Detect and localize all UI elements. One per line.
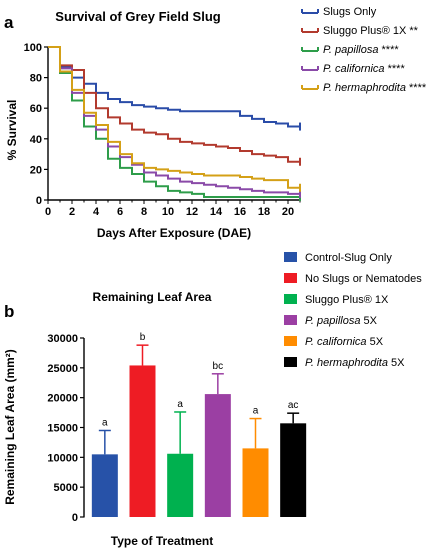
survival-legend-swatch-hermaphrodita [301,85,319,90]
survival-legend-swatch-papillosa [301,47,319,52]
survival-line-hermaphrodita [48,46,300,189]
leaf-y-tick-label: 25000 [47,363,78,375]
survival-legend-label-slugs_only: Slugs Only [323,6,377,18]
leaf-legend-swatch-bar_californica [284,336,297,346]
survival-legend-label-papillosa: P. papillosa **** [323,44,399,56]
leaf-legend-label-bar_papillosa: P. papillosa 5X [305,315,378,327]
leaf-bar-bar_noslug [129,365,156,517]
leaf-legend-swatch-bar_sluggo [284,294,297,304]
survival-y-tick-label: 20 [30,164,42,176]
leaf-bar-bar_sluggo [167,453,194,517]
survival-plot-area: 0 20 40 60 80 100 0 2 4 6 8 10 12 14 16 18 20 [24,42,301,218]
leaf-bar-bar_hermaphrodita [280,423,307,517]
leaf-legend: Control-Slug Only No Slugs or Nematodes Sl… [284,252,422,369]
leaf-legend-label-bar_control: Control-Slug Only [305,252,392,264]
survival-x-tick-label: 2 [69,206,75,218]
survival-y-tick-label: 40 [30,134,42,146]
leaf-legend-swatch-bar_papillosa [284,315,297,325]
survival-chart-title: Survival of Grey Field Slug [55,9,220,24]
survival-legend: Slugs Only Sluggo Plus® 1X ** P. papillosa… [301,6,427,94]
panel-b-label: b [4,302,14,321]
leaf-y-axis-label: Remaining Leaf Area (mm²) [3,349,17,505]
leaf-legend-label-bar_sluggo: Sluggo Plus® 1X [305,294,389,306]
leaf-significance-letter-bar_noslug: b [140,332,146,343]
survival-line-sluggo [48,46,300,163]
leaf-bar-bar_californica [242,448,269,517]
survival-x-tick-label: 18 [258,206,270,218]
survival-y-tick-label: 80 [30,73,42,85]
survival-x-axis-label: Days After Exposure (DAE) [97,226,251,240]
leaf-legend-label-bar_hermaphrodita: P. hermaphrodita 5X [305,357,405,369]
leaf-significance-letter-bar_papillosa: bc [213,361,224,372]
leaf-y-tick-label: 30000 [47,333,78,345]
leaf-y-tick-label: 15000 [47,423,78,435]
survival-legend-label-hermaphrodita: P. hermaphrodita **** [323,82,427,94]
survival-x-tick-label: 16 [234,206,246,218]
leaf-significance-letter-bar_sluggo: a [177,399,183,410]
survival-x-tick-label: 8 [141,206,147,218]
leaf-significance-letter-bar_hermaphrodita: ac [288,400,299,411]
survival-line-slugs_only [48,46,300,128]
leaf-x-axis-label: Type of Treatment [111,534,213,548]
leaf-significance-letter-bar_control: a [102,417,108,428]
survival-legend-swatch-californica [301,66,319,71]
survival-line-papillosa [48,46,300,198]
leaf-y-tick-label: 5000 [54,482,78,494]
leaf-bar-bar_control [91,454,118,517]
leaf-legend-swatch-bar_noslug [284,273,297,283]
survival-y-axis-label: % Survival [5,100,19,161]
survival-x-tick-label: 10 [162,206,174,218]
panel-a-label: a [4,13,14,32]
leaf-y-tick-label: 0 [72,512,78,524]
survival-legend-label-californica: P. californica **** [323,63,405,75]
leaf-chart-title: Remaining Leaf Area [93,290,212,304]
survival-x-tick-label: 20 [282,206,294,218]
survival-line-californica [48,46,300,195]
survival-legend-label-sluggo: Sluggo Plus® 1X ** [323,25,419,37]
survival-legend-swatch-slugs_only [301,9,319,14]
survival-legend-swatch-sluggo [301,28,319,33]
leaf-plot-area: 0 5000 10000 15000 20000 25000 30000 a b a bc a ac [47,332,307,524]
survival-y-tick-label: 0 [36,195,42,207]
leaf-legend-label-bar_californica: P. californica 5X [305,336,384,348]
leaf-legend-label-bar_noslug: No Slugs or Nematodes [305,273,422,285]
leaf-y-tick-label: 10000 [47,452,78,464]
survival-x-tick-label: 4 [93,206,100,218]
leaf-significance-letter-bar_californica: a [253,406,259,417]
survival-x-tick-label: 6 [117,206,123,218]
survival-y-tick-label: 60 [30,103,42,115]
survival-x-tick-label: 12 [186,206,198,218]
leaf-y-tick-label: 20000 [47,393,78,405]
survival-y-tick-label: 100 [24,42,42,54]
survival-x-tick-label: 0 [45,206,51,218]
leaf-legend-swatch-bar_hermaphrodita [284,357,297,367]
leaf-legend-swatch-bar_control [284,252,297,262]
survival-x-tick-label: 14 [210,206,223,218]
leaf-bar-bar_papillosa [204,394,231,517]
